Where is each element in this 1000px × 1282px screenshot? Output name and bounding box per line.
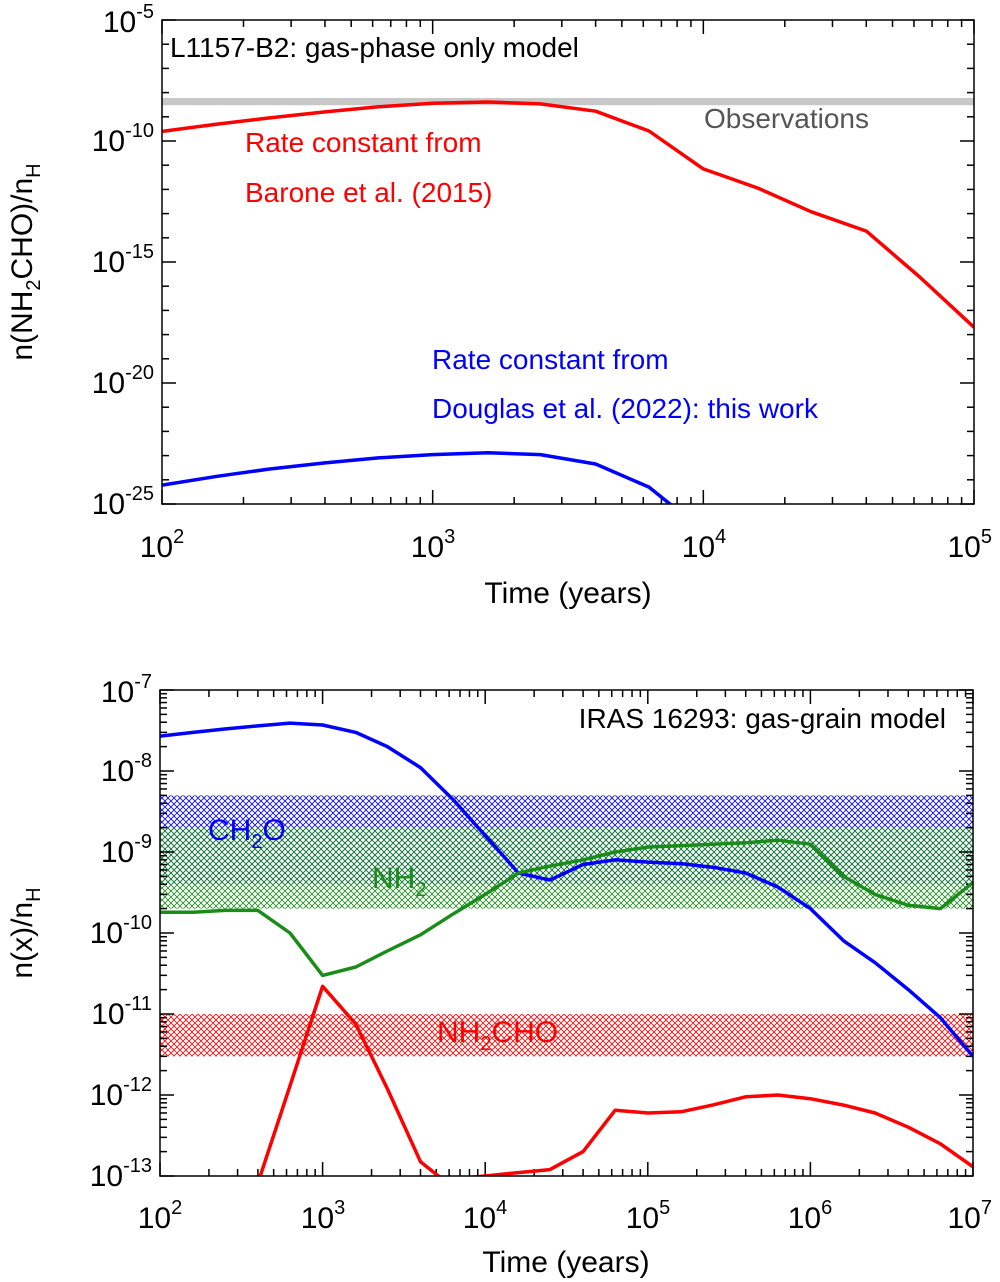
- y-tick-label: 10-20: [92, 362, 154, 400]
- legend-barone-line1: Rate constant from: [245, 127, 482, 158]
- y-tick-label: 10-25: [92, 483, 154, 521]
- series-line-douglas: [162, 451, 673, 504]
- y-tick-label: 10-5: [103, 1, 154, 39]
- y-tick-label: 10-15: [92, 241, 154, 279]
- nh2cho-label: NH2CHO: [437, 1016, 558, 1055]
- x-tick-label: 103: [411, 526, 456, 564]
- y-tick-label: 10-9: [101, 831, 152, 869]
- legend-douglas-line1: Rate constant from: [432, 344, 669, 375]
- x-tick-label: 106: [788, 1197, 833, 1235]
- y-tick-label: 10-10: [90, 912, 152, 950]
- series-line-ch2o: [160, 721, 973, 1058]
- y-tick-label: 10-12: [90, 1074, 152, 1112]
- series-line-barone: [162, 100, 974, 329]
- y-tick-label: 10-11: [91, 993, 152, 1031]
- x-tick-label: 105: [626, 1197, 671, 1235]
- x-tick-label: 107: [948, 1197, 993, 1235]
- x-tick-label: 105: [948, 526, 993, 564]
- top-plot-frame: [161, 19, 975, 505]
- x-tick-label: 102: [140, 526, 185, 564]
- x-tick-label: 104: [463, 1197, 508, 1235]
- nh2cho-observation-band: [160, 1014, 973, 1057]
- bottom-x-axis-label: Time (years): [482, 1246, 649, 1279]
- bottom-panel: 102 103 104 105 106 107 10-13 10-12 10-1…: [6, 671, 992, 1279]
- bottom-plot-frame: [159, 689, 974, 1177]
- bottom-y-tick-labels: 10-13 10-12 10-11 10-10 10-9 10-8 10-7: [90, 671, 152, 1193]
- legend-barone-line2: Barone et al. (2015): [245, 177, 493, 208]
- y-tick-label: 10-8: [101, 750, 152, 788]
- series-line-nh2: [160, 838, 973, 978]
- top-axis-ticks: [161, 19, 975, 505]
- top-panel: 102 103 104 105 10-25 10-20 10-15 10-10 …: [6, 1, 992, 610]
- series-line-nh2cho: [258, 984, 973, 1176]
- observations-label: Observations: [704, 103, 869, 134]
- observations-band: [162, 97, 974, 106]
- nh2-label: NH2: [372, 862, 426, 901]
- y-tick-label: 10-7: [101, 671, 152, 709]
- y-tick-label: 10-13: [90, 1155, 152, 1193]
- x-tick-label: 103: [301, 1197, 346, 1235]
- top-x-tick-labels: 102 103 104 105: [140, 526, 992, 564]
- legend-douglas-line2: Douglas et al. (2022): this work: [432, 393, 819, 424]
- top-y-tick-labels: 10-25 10-20 10-15 10-10 10-5: [92, 1, 154, 521]
- x-tick-label: 104: [682, 526, 727, 564]
- ch2o-label: CH2O: [208, 814, 286, 853]
- top-x-axis-label: Time (years): [484, 577, 651, 610]
- y-tick-label: 10-10: [92, 120, 154, 158]
- bottom-x-tick-labels: 102 103 104 105 106 107: [138, 1197, 992, 1235]
- x-tick-label: 102: [138, 1197, 183, 1235]
- bottom-axis-ticks: [159, 689, 974, 1177]
- bottom-panel-title: IRAS 16293: gas-grain model: [579, 703, 946, 734]
- bottom-y-axis-label: n(x)/nH: [6, 887, 45, 978]
- top-y-axis-label: n(NH2CHO)/nH: [6, 163, 45, 360]
- top-panel-title: L1157-B2: gas-phase only model: [170, 32, 579, 63]
